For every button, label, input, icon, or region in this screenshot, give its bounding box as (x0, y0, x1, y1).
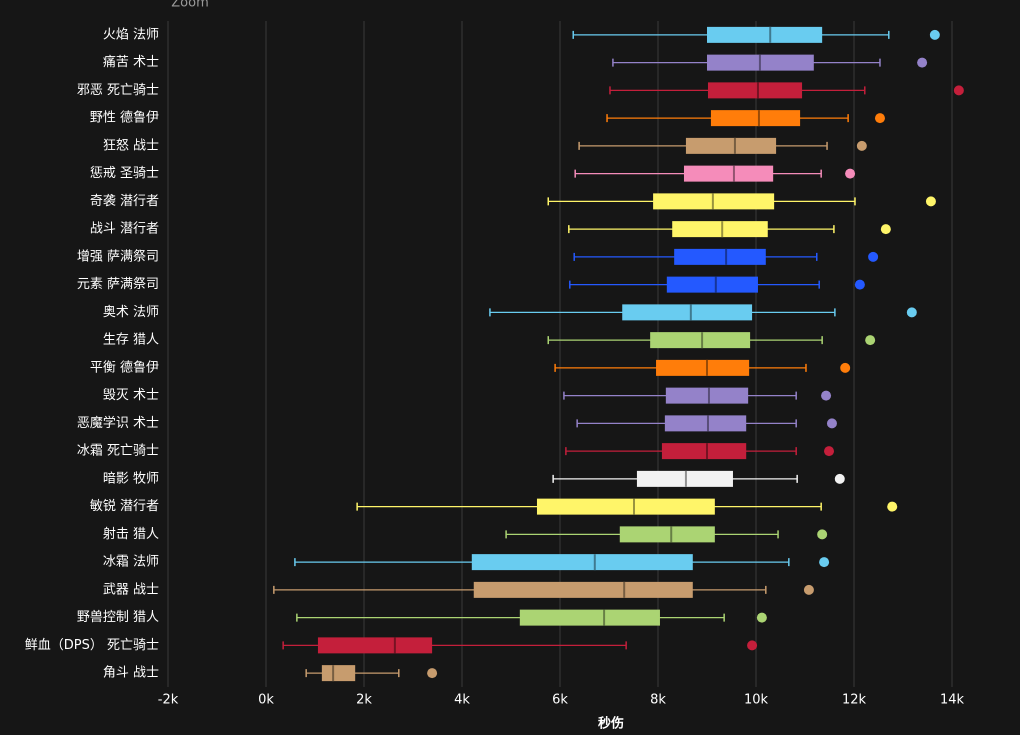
x-tick-label: 10k (744, 693, 769, 708)
box (661, 443, 747, 460)
outlier (917, 57, 928, 68)
x-tick-label: 12k (842, 693, 867, 708)
outlier (865, 335, 876, 346)
box (471, 554, 693, 571)
outlier (756, 612, 767, 623)
y-tick-label: 鲜血（DPS） 死亡骑士 (25, 638, 159, 653)
box (665, 387, 749, 404)
outlier (747, 640, 758, 651)
outlier (819, 557, 830, 568)
box (672, 221, 768, 238)
box (473, 581, 693, 598)
box (707, 26, 823, 43)
x-tick-label: 14k (940, 693, 965, 708)
outlier (925, 196, 936, 207)
x-tick-label: 6k (552, 693, 568, 708)
y-tick-label: 恶魔学识 术士 (77, 415, 159, 431)
outlier (803, 584, 814, 595)
y-tick-label: 野性 德鲁伊 (90, 111, 159, 126)
y-tick-label: 元素 萨满祭司 (77, 277, 159, 292)
box (317, 637, 433, 654)
outlier (874, 113, 885, 124)
outlier (929, 29, 940, 40)
box (707, 82, 803, 99)
y-tick-label: 野兽控制 猎人 (77, 610, 159, 625)
y-tick-label: 痛苦 术士 (103, 54, 159, 70)
y-tick-label: 奥术 法师 (103, 305, 159, 320)
box (321, 665, 356, 682)
outlier (887, 501, 898, 512)
box (674, 248, 766, 265)
outlier (880, 224, 891, 235)
outlier (834, 473, 845, 484)
box (664, 415, 747, 432)
x-tick-label: 0k (258, 693, 274, 708)
box (683, 165, 774, 182)
y-tick-label: 战斗 潜行者 (90, 222, 159, 237)
y-tick-label: 敏锐 潜行者 (90, 499, 159, 514)
y-tick-label: 角斗 战士 (103, 666, 159, 681)
box (656, 359, 750, 376)
box (710, 110, 801, 127)
x-axis-title: 秒伤 (598, 716, 624, 732)
outlier (826, 418, 837, 429)
y-tick-label: 暗影 牧师 (103, 471, 159, 486)
y-tick-label: 冰霜 死亡骑士 (77, 444, 159, 459)
y-tick-label: 惩戒 圣骑士 (90, 166, 159, 181)
x-tick-label: 8k (650, 693, 666, 708)
box (666, 276, 758, 293)
box (619, 526, 715, 543)
outlier (427, 668, 438, 679)
outlier (824, 446, 835, 457)
x-tick-label: 4k (454, 693, 470, 708)
outlier (856, 140, 867, 151)
outlier (845, 168, 856, 179)
box (650, 332, 751, 349)
box (622, 304, 753, 321)
outlier (840, 362, 851, 373)
outlier (854, 279, 865, 290)
y-tick-label: 射击 猎人 (103, 526, 159, 542)
y-tick-label: 生存 猎人 (103, 333, 159, 348)
outlier (817, 529, 828, 540)
outlier (906, 307, 917, 318)
y-tick-label: 武器 战士 (103, 582, 159, 597)
y-tick-label: 增强 萨满祭司 (77, 249, 159, 264)
y-tick-label: 邪恶 死亡骑士 (77, 83, 159, 98)
x-tick-label: 2k (356, 693, 372, 708)
y-tick-label: 毁灭 术士 (103, 388, 159, 403)
y-tick-label: 冰霜 法师 (103, 555, 159, 570)
zoom-label[interactable]: Zoom (171, 0, 208, 11)
outlier (868, 251, 879, 262)
y-tick-label: 平衡 德鲁伊 (90, 360, 159, 375)
outlier (821, 390, 832, 401)
box (519, 609, 660, 626)
x-tick-label: -2k (158, 693, 179, 708)
y-tick-label: 狂怒 战士 (103, 138, 159, 153)
box (685, 137, 777, 154)
box (536, 498, 715, 515)
y-tick-label: 火焰 法师 (103, 27, 159, 42)
y-tick-label: 奇袭 潜行者 (90, 193, 159, 209)
outlier (953, 85, 964, 96)
